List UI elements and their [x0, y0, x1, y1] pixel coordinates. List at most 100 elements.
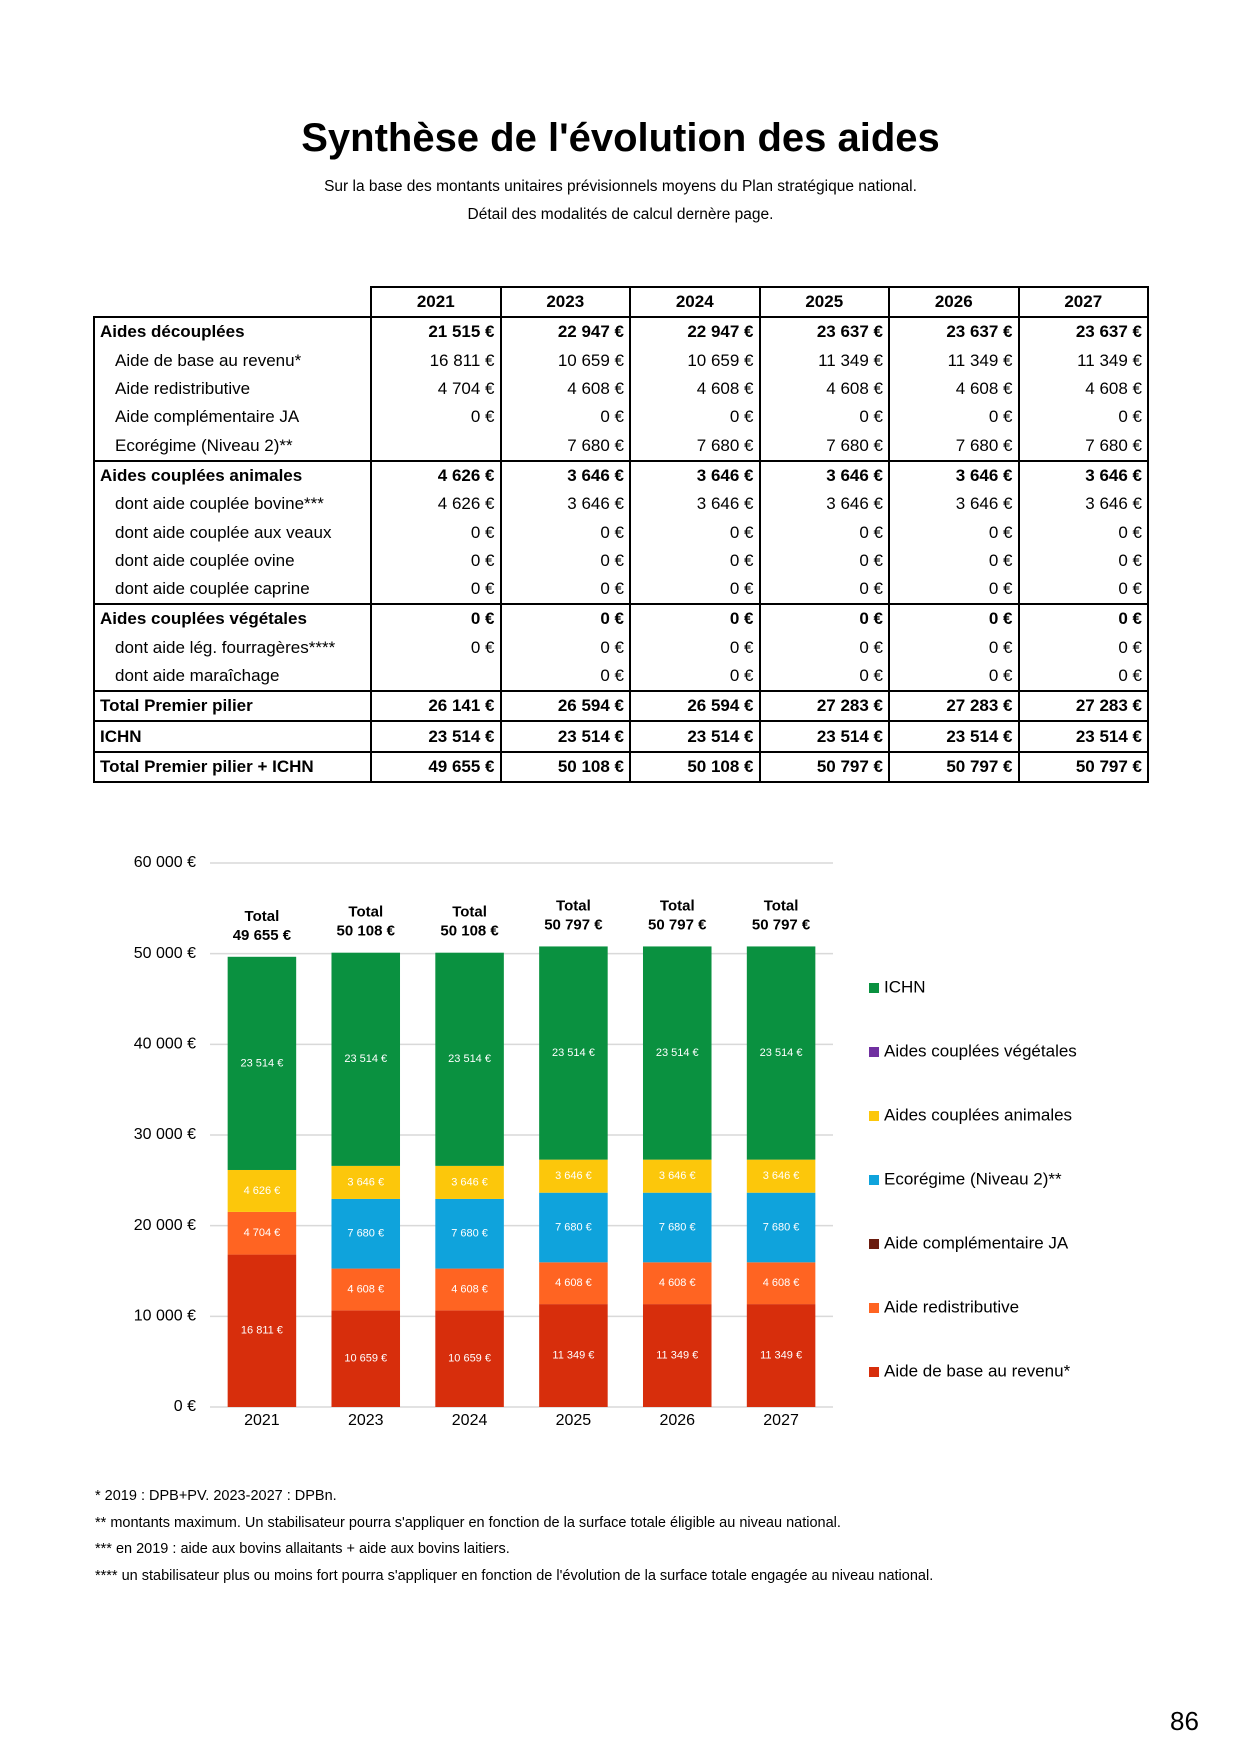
x-tick-label: 2021 — [244, 1412, 280, 1429]
row-label: dont aide couplée ovine — [93, 546, 372, 575]
legend-marker — [869, 1111, 879, 1121]
cell: 0 € — [370, 603, 502, 634]
total-value: 50 108 € — [440, 923, 499, 940]
footnote: * 2019 : DPB+PV. 2023-2027 : DPBn. — [95, 1488, 337, 1504]
cell: 4 608 € — [1017, 374, 1149, 404]
cell: 4 608 € — [629, 374, 761, 404]
value-label: 4 608 € — [659, 1277, 696, 1289]
value-label: 3 646 € — [659, 1170, 696, 1182]
subtitle: Sur la base des montants unitaires prévi… — [324, 178, 917, 195]
row-label: ICHN — [93, 720, 372, 752]
bar-segment — [746, 946, 816, 1160]
cell: 10 659 € — [499, 346, 631, 375]
cell: 26 594 € — [499, 690, 631, 722]
cell: 0 € — [758, 574, 890, 605]
row-label: Total Premier pilier + ICHN — [93, 750, 372, 784]
cell: 23 637 € — [758, 316, 890, 347]
bar-segment — [331, 1198, 401, 1269]
legend-label: Aide de base au revenu* — [884, 1361, 1071, 1380]
cell: 7 680 € — [499, 431, 631, 461]
y-tick-label: 50 000 € — [134, 945, 196, 962]
legend-marker — [869, 1303, 879, 1313]
column-header: 2027 — [1017, 285, 1149, 319]
cell: 0 € — [888, 603, 1020, 634]
total-value: 50 797 € — [752, 916, 811, 933]
cell: 26 141 € — [370, 690, 502, 722]
value-label: 10 659 € — [448, 1353, 491, 1365]
cell: 22 947 € — [629, 316, 761, 347]
bar-segment — [435, 1165, 504, 1199]
table-row: Aide redistributive 4 704 €4 608 €4 608 €… — [93, 374, 1149, 404]
cell: 0 € — [1017, 633, 1149, 662]
row-label: Aides couplées végétales — [93, 603, 372, 634]
bar-segment — [539, 1262, 608, 1305]
table-row: Ecorégime (Niveau 2)** 7 680 €7 680 €7 68… — [93, 431, 1149, 461]
cell: 0 € — [370, 546, 502, 575]
cell: 7 680 € — [629, 431, 761, 461]
cell: 0 € — [629, 661, 761, 692]
bar-segment — [539, 1159, 608, 1193]
value-label: 23 514 € — [552, 1047, 595, 1059]
total-label: Total — [348, 904, 383, 921]
cell: 0 € — [888, 633, 1020, 662]
table-row: ICHN 23 514 €23 514 €23 514 €23 514 €23 5… — [93, 720, 1149, 752]
cell: 0 € — [499, 403, 631, 432]
cell: 27 283 € — [758, 690, 890, 722]
cell: 3 646 € — [629, 459, 761, 491]
column-header: 2026 — [888, 285, 1020, 319]
value-label: 4 704 € — [244, 1227, 281, 1239]
table-row: dont aide couplée bovine*** 4 626 €3 646 … — [93, 490, 1149, 519]
cell: 0 € — [629, 574, 761, 605]
value-label: 4 608 € — [555, 1277, 592, 1289]
bar-segment — [539, 1192, 608, 1263]
cell: 4 608 € — [758, 374, 890, 404]
cell: 23 514 € — [758, 720, 890, 752]
cell: 0 € — [888, 403, 1020, 432]
cell: 0 € — [499, 546, 631, 575]
cell: 23 514 € — [1017, 720, 1149, 752]
row-label: Aide redistributive — [93, 374, 372, 404]
legend-marker — [869, 1239, 879, 1249]
row-label: Aide complémentaire JA — [93, 403, 372, 432]
legend-label: Aide redistributive — [884, 1297, 1019, 1316]
y-tick-label: 30 000 € — [134, 1126, 196, 1143]
cell: 4 626 € — [370, 490, 502, 519]
row-label: dont aide couplée caprine — [93, 574, 372, 605]
value-label: 23 514 € — [448, 1053, 491, 1065]
cell: 22 947 € — [499, 316, 631, 347]
row-label: Total Premier pilier — [93, 690, 372, 722]
x-tick-label: 2027 — [763, 1412, 799, 1429]
x-tick-label: 2023 — [348, 1412, 384, 1429]
bar-segment — [435, 1268, 504, 1311]
total-label: Total — [764, 897, 799, 914]
cell: 50 108 € — [499, 750, 631, 784]
cell: 0 € — [499, 633, 631, 662]
bar-segment — [539, 1304, 608, 1407]
cell: 11 349 € — [758, 346, 890, 375]
cell: 3 646 € — [758, 459, 890, 491]
table-row: dont aide lég. fourragères**** 0 €0 €0 €0… — [93, 633, 1149, 662]
value-label: 4 608 € — [347, 1283, 384, 1295]
row-label: Aides couplées animales — [93, 459, 372, 491]
cell: 10 659 € — [629, 346, 761, 375]
y-tick-label: 10 000 € — [134, 1308, 196, 1325]
value-label: 3 646 € — [347, 1176, 384, 1188]
cell: 50 797 € — [1017, 750, 1149, 784]
legend-marker — [869, 1175, 879, 1185]
cell: 0 € — [888, 518, 1020, 547]
cell: 0 € — [1017, 546, 1149, 575]
value-label: 3 646 € — [555, 1170, 592, 1182]
subtitle: Détail des modalités de calcul dernère p… — [467, 206, 774, 223]
cell: 23 514 € — [629, 720, 761, 752]
cell — [370, 661, 502, 692]
cell: 23 637 € — [1017, 316, 1149, 347]
cell: 16 811 € — [370, 346, 502, 375]
cell: 3 646 € — [499, 490, 631, 519]
corner-cell — [94, 287, 372, 318]
cell: 0 € — [758, 403, 890, 432]
table-row: Aide de base au revenu* 16 811 €10 659 €1… — [93, 346, 1149, 375]
bar-segment — [746, 1192, 816, 1263]
bar-segment — [746, 1262, 816, 1305]
cell: 3 646 € — [1017, 490, 1149, 519]
x-tick-label: 2025 — [556, 1412, 592, 1429]
